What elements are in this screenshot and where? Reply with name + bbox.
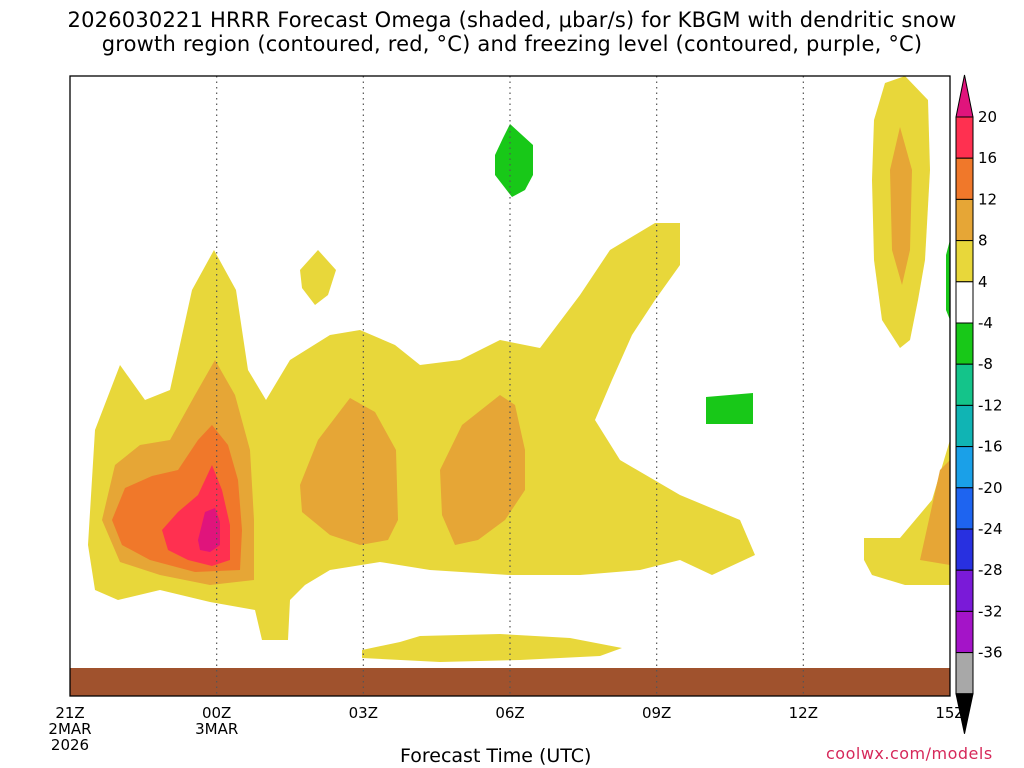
omega-region-neg-4-8-top xyxy=(495,124,533,197)
x-tick-03Z-line-1: 03Z xyxy=(349,704,378,722)
omega-region-over-20 xyxy=(198,508,220,552)
omega-region-neg-4-8-right xyxy=(946,240,950,320)
x-tick-21Z-line-3: 2026 xyxy=(51,736,89,754)
chart-title: 2026030221 HRRR Forecast Omega (shaded, … xyxy=(0,8,1024,56)
colorbar-label--24: -24 xyxy=(978,520,1003,538)
colorbar-swatch-13 xyxy=(955,610,974,654)
colorbar-swatch-4 xyxy=(955,240,974,283)
colorbar-label--16: -16 xyxy=(978,438,1003,456)
colorbar-swatch-10 xyxy=(955,487,974,530)
x-tick-15Z-line-1: 15Z xyxy=(935,704,964,722)
colorbar-label-12: 12 xyxy=(978,190,997,208)
plot-frame xyxy=(69,75,951,697)
colorbar-swatch-1 xyxy=(955,116,974,159)
omega-region-8-12-upper-right xyxy=(890,127,912,285)
colorbar: 20 16 12 8 4 -4 -8 -12 -16 -20 -24 -28 -32 -36 xyxy=(955,74,1003,734)
omega-region-4-8-patch-350 xyxy=(300,250,336,305)
colorbar-bottom-arrow xyxy=(955,693,974,734)
colorbar-label-20: 20 xyxy=(978,108,997,126)
omega-region-8-12-middle xyxy=(300,398,398,545)
colorbar-label-8: 8 xyxy=(978,232,988,250)
x-tick-09Z-line-1: 09Z xyxy=(642,704,671,722)
x-tick-06Z-line-1: 06Z xyxy=(495,704,524,722)
colorbar-swatch-5 xyxy=(955,281,974,324)
omega-region-neg-4-8-mid xyxy=(706,393,753,424)
x-tick-00Z-line-1: 00Z xyxy=(202,704,231,722)
colorbar-swatch-7 xyxy=(955,363,974,406)
colorbar-label--36: -36 xyxy=(978,644,1003,662)
colorbar-swatch-6 xyxy=(955,322,974,365)
colorbar-swatch-14 xyxy=(955,652,974,695)
x-tick-21Z-line-2: 2MAR xyxy=(48,720,91,738)
colorbar-label-16: 16 xyxy=(978,149,997,167)
omega-region-8-12-lower-right xyxy=(920,460,950,565)
omega-region-4-8-main xyxy=(88,223,755,640)
x-tick-12Z-line-1: 12Z xyxy=(789,704,818,722)
colorbar-label--8: -8 xyxy=(978,355,993,373)
omega-shading xyxy=(70,76,950,696)
colorbar-swatch-12 xyxy=(955,569,974,612)
colorbar-swatch-3 xyxy=(955,198,974,242)
colorbar-label--28: -28 xyxy=(978,561,1003,579)
title-line-1: 2026030221 HRRR Forecast Omega (shaded, … xyxy=(67,8,957,32)
x-axis-label: Forecast Time (UTC) xyxy=(400,745,592,767)
colorbar-label--4: -4 xyxy=(978,314,993,332)
title-line-2: growth region (contoured, red, °C) and f… xyxy=(101,32,923,56)
colorbar-label--32: -32 xyxy=(978,602,1003,620)
colorbar-swatch-9 xyxy=(955,446,974,489)
colorbar-top-arrow xyxy=(955,74,974,118)
x-tick-00Z-line-2: 3MAR xyxy=(195,720,238,738)
colorbar-label--12: -12 xyxy=(978,396,1003,414)
omega-region-4-8-patch-950 xyxy=(362,634,622,662)
x-tick-21Z-line-1: 21Z xyxy=(55,704,84,722)
colorbar-swatch-11 xyxy=(955,528,974,571)
colorbar-label-4: 4 xyxy=(978,273,988,291)
colorbar-swatch-8 xyxy=(955,404,974,448)
credit-text: coolwx.com/models xyxy=(826,744,993,763)
omega-region-8-12-center-right xyxy=(440,395,525,545)
colorbar-swatch-2 xyxy=(955,157,974,200)
colorbar-label--20: -20 xyxy=(978,479,1003,497)
